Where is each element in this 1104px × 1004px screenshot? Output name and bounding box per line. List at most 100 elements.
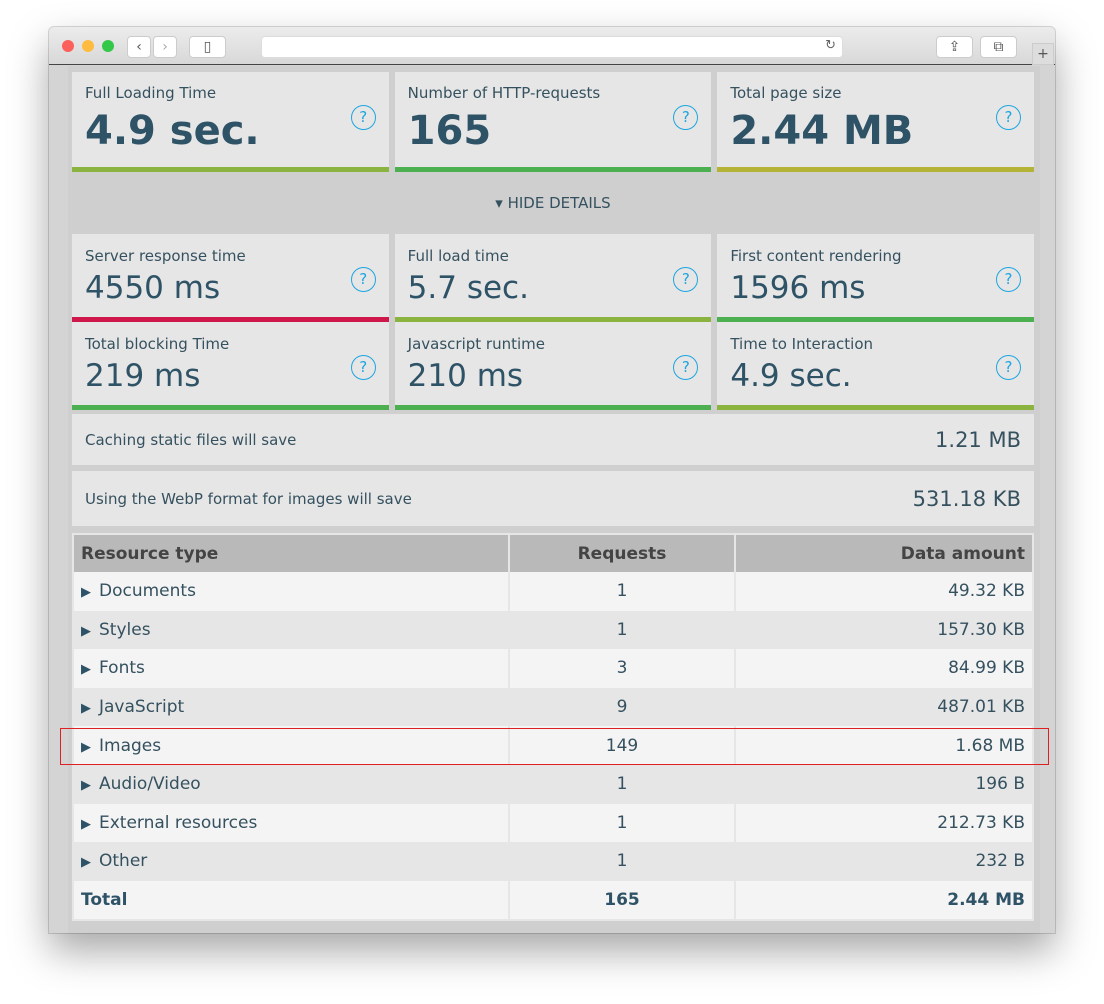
expand-triangle-icon[interactable]: ▶: [81, 623, 91, 639]
expand-triangle-icon[interactable]: ▶: [81, 816, 91, 832]
savings-value: 1.21 MB: [935, 427, 1021, 452]
data-amount-cell: 487.01 KB: [736, 687, 1032, 727]
help-icon[interactable]: ?: [673, 355, 699, 380]
metric-card: Number of HTTP-requests 165 ?: [394, 72, 712, 172]
metric-card: Full load time 5.7 sec. ?: [394, 234, 712, 322]
forward-button[interactable]: ›: [153, 36, 177, 58]
requests-cell: 9: [510, 687, 736, 727]
expand-triangle-icon[interactable]: ▶: [81, 701, 91, 717]
metric-label: Time to Interaction: [730, 335, 874, 353]
tabs-overview-icon[interactable]: ⧉: [980, 36, 1017, 58]
resource-type: Styles: [99, 619, 151, 640]
total-row: Total 165 2.44 MB: [74, 880, 1032, 920]
share-icon[interactable]: ⇪: [936, 36, 973, 58]
requests-cell: 1: [510, 610, 736, 650]
resource-table: Resource type Requests Data amount ▶ Docu…: [72, 533, 1034, 922]
help-icon[interactable]: ?: [350, 355, 376, 380]
hide-details-button[interactable]: ▾ HIDE DETAILS: [495, 194, 611, 212]
new-tab-icon[interactable]: +: [1032, 43, 1054, 65]
expand-triangle-icon[interactable]: ▶: [81, 739, 91, 755]
resource-type-cell[interactable]: ▶ Audio/Video: [74, 764, 510, 804]
caching-savings: Caching static files will save 1.21 MB: [72, 414, 1034, 465]
column-header-data-amount: Data amount: [736, 535, 1032, 572]
data-amount-cell: 84.99 KB: [736, 649, 1032, 688]
table-row[interactable]: ▶ JavaScript 9 487.01 KB: [74, 687, 1032, 727]
total-label: Total: [74, 880, 510, 920]
total-requests: 165: [510, 880, 736, 920]
sidebar-toggle-icon[interactable]: ▯: [189, 36, 226, 58]
resource-type-cell[interactable]: ▶ JavaScript: [74, 687, 510, 727]
data-amount-cell: 196 B: [736, 764, 1032, 804]
metric-card: Total blocking Time 219 ms ?: [72, 322, 389, 410]
resource-type: Images: [99, 735, 162, 756]
table-row[interactable]: ▶ Audio/Video 1 196 B: [74, 764, 1032, 804]
resource-type-cell[interactable]: ▶ External resources: [74, 803, 510, 843]
close-window-button[interactable]: [62, 40, 74, 52]
help-icon[interactable]: ?: [350, 105, 376, 130]
metric-value: 1596 ms: [730, 270, 866, 306]
resource-type-cell[interactable]: ▶ Fonts: [74, 649, 510, 688]
resource-type: Other: [99, 851, 148, 872]
table-row[interactable]: ▶ External resources 1 212.73 KB: [74, 803, 1032, 843]
table-row[interactable]: ▶ Styles 1 157.30 KB: [74, 610, 1032, 650]
metric-card: Javascript runtime 210 ms ?: [394, 322, 712, 410]
metric-label: Number of HTTP-requests: [407, 84, 601, 102]
resource-type-cell[interactable]: ▶ Documents: [74, 572, 510, 611]
table-row[interactable]: ▶ Documents 1 49.32 KB: [74, 572, 1032, 611]
help-icon[interactable]: ?: [673, 267, 699, 292]
resource-type-cell[interactable]: ▶ Styles: [74, 610, 510, 650]
highlight-box: [60, 728, 1049, 765]
details-row-2: Total blocking Time 219 ms ? Javascript …: [72, 322, 1035, 410]
reload-icon[interactable]: ↻: [825, 38, 836, 53]
metric-label: Total page size: [730, 84, 842, 102]
requests-cell: 3: [510, 649, 736, 688]
expand-triangle-icon[interactable]: ▶: [81, 585, 91, 601]
metric-card: Server response time 4550 ms ?: [72, 234, 389, 322]
expand-triangle-icon[interactable]: ▶: [81, 662, 91, 678]
data-amount-cell: 157.30 KB: [736, 610, 1032, 650]
savings-value: 531.18 KB: [912, 486, 1021, 511]
help-icon[interactable]: ?: [350, 267, 376, 292]
data-amount-cell: 1.68 MB: [736, 726, 1032, 765]
savings-label: Using the WebP format for images will sa…: [85, 489, 412, 508]
maximize-window-button[interactable]: [102, 40, 114, 52]
minimize-window-button[interactable]: [82, 40, 94, 52]
help-icon[interactable]: ?: [996, 105, 1022, 130]
expand-triangle-icon[interactable]: ▶: [81, 778, 91, 794]
table-row[interactable]: ▶ Fonts 3 84.99 KB: [74, 649, 1032, 688]
metric-card: Full Loading Time 4.9 sec. ?: [72, 72, 389, 172]
requests-cell: 149: [510, 726, 736, 765]
data-amount-cell: 232 B: [736, 842, 1032, 881]
data-amount-cell: 212.73 KB: [736, 803, 1032, 843]
help-icon[interactable]: ?: [673, 105, 699, 130]
metric-value: 4.9 sec.: [730, 358, 852, 394]
metric-label: Total blocking Time: [85, 335, 230, 353]
table-row[interactable]: ▶ Images 149 1.68 MB: [74, 726, 1032, 765]
metric-label: First content rendering: [730, 247, 902, 265]
page-content: Full Loading Time 4.9 sec. ? Number of H…: [68, 66, 1040, 933]
resource-type: JavaScript: [99, 697, 185, 718]
resource-type: Documents: [99, 581, 196, 602]
back-button[interactable]: ‹: [127, 36, 151, 58]
data-amount-cell: 49.32 KB: [736, 572, 1032, 611]
column-header-resource-type: Resource type: [74, 535, 510, 572]
total-data-amount: 2.44 MB: [736, 880, 1032, 920]
address-bar[interactable]: ↻: [261, 36, 843, 58]
resource-type: External resources: [99, 812, 258, 833]
webp-savings: Using the WebP format for images will sa…: [72, 471, 1034, 526]
details-row-1: Server response time 4550 ms ? Full load…: [72, 234, 1035, 322]
metric-card: First content rendering 1596 ms ?: [717, 234, 1035, 322]
metric-label: Javascript runtime: [407, 335, 545, 353]
metric-card: Total page size 2.44 MB ?: [717, 72, 1035, 172]
help-icon[interactable]: ?: [996, 355, 1022, 380]
resource-type-cell[interactable]: ▶ Images: [74, 726, 510, 765]
summary-cards: Full Loading Time 4.9 sec. ? Number of H…: [72, 72, 1035, 172]
column-header-requests: Requests: [510, 535, 736, 572]
expand-triangle-icon[interactable]: ▶: [81, 855, 91, 871]
requests-cell: 1: [510, 842, 736, 881]
savings-label: Caching static files will save: [85, 430, 297, 449]
help-icon[interactable]: ?: [996, 267, 1022, 292]
metric-value: 2.44 MB: [730, 108, 914, 154]
table-row[interactable]: ▶ Other 1 232 B: [74, 842, 1032, 881]
resource-type-cell[interactable]: ▶ Other: [74, 842, 510, 881]
